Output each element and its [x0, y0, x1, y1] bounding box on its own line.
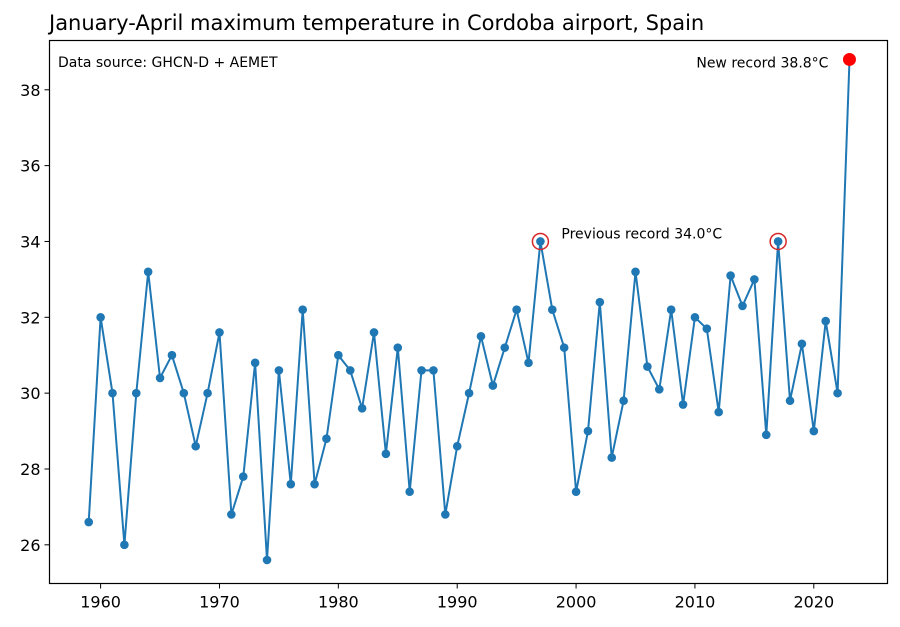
data-point	[500, 343, 510, 352]
data-point	[191, 441, 201, 451]
x-tick-label: 1990	[437, 593, 478, 612]
data-point	[548, 305, 557, 315]
data-point	[702, 324, 712, 333]
new-record-marker	[842, 52, 856, 66]
data-point	[666, 305, 676, 315]
x-tick-label: 1980	[318, 593, 359, 612]
record-highlights	[531, 52, 856, 251]
data-point	[631, 267, 640, 277]
data-point	[120, 540, 129, 550]
series-line	[87, 59, 851, 561]
new-record-label: New record 38.8°C	[696, 55, 828, 71]
data-point	[583, 426, 593, 436]
data-point	[536, 237, 545, 246]
y-axis: 26 28 30 32 34 36 38	[20, 81, 50, 555]
x-axis: 1960 1970 1980 1990 2000 2010 2020	[80, 583, 834, 612]
x-tick-label: 2020	[793, 593, 834, 612]
y-tick-label: 38	[20, 81, 40, 100]
data-point	[571, 487, 581, 497]
data-point	[167, 350, 177, 360]
data-point	[334, 350, 343, 360]
data-point	[227, 510, 236, 519]
data-point	[595, 297, 605, 307]
data-point	[250, 358, 260, 368]
data-point	[750, 275, 759, 284]
data-point	[155, 373, 165, 383]
data-point	[452, 441, 462, 451]
plot-frame	[48, 39, 889, 585]
data-point	[238, 472, 248, 481]
data-point	[84, 517, 94, 527]
data-point	[143, 267, 153, 277]
data-point	[488, 381, 498, 390]
data-point	[108, 388, 117, 398]
data-point	[559, 343, 569, 352]
data-point	[179, 388, 189, 398]
data-point	[429, 366, 438, 375]
data-point	[833, 388, 842, 398]
data-point	[203, 388, 212, 398]
data-point	[381, 449, 391, 459]
y-tick-label: 28	[20, 460, 40, 479]
y-tick-label: 36	[20, 157, 40, 176]
data-point	[131, 388, 141, 398]
data-point	[405, 487, 414, 497]
data-point	[441, 510, 450, 519]
data-point	[322, 434, 331, 443]
chart-title: January-April maximum temperature in Cor…	[47, 11, 704, 35]
previous-record-marker	[531, 232, 550, 251]
y-tick-label: 34	[20, 232, 40, 251]
data-point	[298, 305, 307, 315]
data-point	[809, 426, 819, 436]
data-point	[619, 396, 628, 406]
y-tick-label: 30	[20, 384, 40, 403]
data-point	[417, 366, 426, 375]
data-point	[286, 479, 296, 489]
data-point	[726, 271, 735, 280]
data-point	[96, 313, 105, 322]
series-points	[84, 55, 854, 565]
data-point	[773, 237, 783, 246]
data-point	[393, 343, 403, 352]
data-point	[797, 339, 807, 349]
x-tick-label: 1960	[80, 593, 121, 612]
x-tick-label: 1970	[199, 593, 240, 612]
data-point	[785, 396, 795, 406]
data-point	[345, 366, 355, 375]
data-point	[369, 328, 379, 337]
x-tick-label: 2010	[675, 593, 716, 612]
data-point	[310, 479, 319, 489]
data-point	[821, 316, 830, 326]
data-point	[215, 328, 224, 337]
data-point	[690, 313, 700, 322]
previous-record-marker	[769, 232, 787, 251]
data-point	[357, 404, 367, 413]
data-point	[738, 301, 747, 311]
data-point	[607, 453, 617, 462]
data-point	[654, 385, 664, 394]
data-point	[678, 400, 688, 409]
x-tick-label: 2000	[556, 593, 597, 612]
y-tick-label: 32	[20, 308, 40, 327]
data-point	[761, 430, 771, 440]
y-tick-label: 26	[20, 536, 40, 555]
data-source-note: Data source: GHCN-D + AEMET	[58, 55, 278, 71]
previous-record-label: Previous record 34.0°C	[561, 226, 722, 242]
data-point	[524, 358, 533, 368]
data-point	[714, 407, 724, 417]
data-point	[262, 555, 272, 565]
data-point	[512, 305, 521, 315]
data-point	[274, 366, 284, 375]
data-point	[643, 362, 652, 371]
data-point	[476, 331, 486, 341]
data-point	[464, 388, 474, 398]
